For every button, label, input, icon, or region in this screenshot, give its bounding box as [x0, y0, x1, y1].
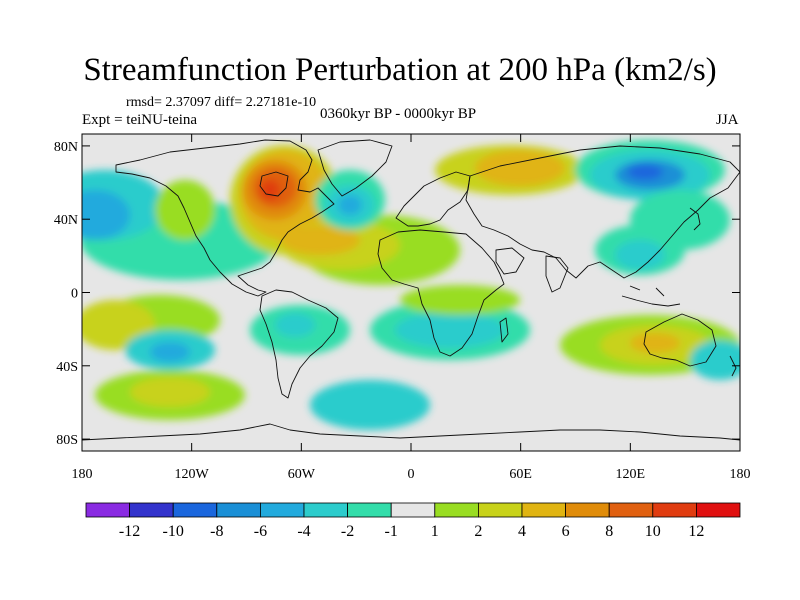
colorbar-label: -6 — [254, 523, 267, 540]
field-contour-region — [280, 225, 360, 255]
map-axis-ticks — [81, 134, 741, 451]
field-contour-region — [275, 313, 315, 337]
colorbar-label: 12 — [688, 523, 704, 540]
streamfunction-field — [82, 140, 740, 430]
colorbar-swatch — [85, 502, 130, 518]
coast-south-america — [259, 289, 339, 399]
coast-australia — [643, 313, 717, 367]
colorbar-swatch — [477, 502, 523, 518]
field-contour-region — [395, 312, 505, 348]
field-contour-region — [615, 240, 665, 270]
colorbar-label: 1 — [431, 523, 439, 540]
lat-tick-label: 0 — [71, 287, 78, 302]
colorbar-label: -2 — [341, 523, 354, 540]
lat-tick-label: 80S — [56, 433, 78, 448]
coast-india — [545, 255, 569, 293]
coast-hudson-bay — [259, 171, 289, 197]
plot-title: Streamfunction Perturbation at 200 hPa (… — [83, 52, 717, 88]
colorbar-label: -8 — [210, 523, 223, 540]
colorbar-label: -10 — [163, 523, 184, 540]
coastlines — [82, 139, 740, 441]
lon-tick-label: 60E — [509, 467, 532, 482]
coast-arabia — [495, 247, 525, 275]
field-contour-region — [130, 377, 210, 407]
field-contour-region — [338, 195, 362, 215]
coast-indonesia — [621, 285, 681, 307]
field-contour-region — [82, 190, 130, 240]
field-contour-region — [260, 180, 280, 200]
coast-north-america — [115, 139, 335, 297]
field-contour-region — [690, 340, 740, 380]
colorbar-swatch — [521, 502, 566, 518]
coast-africa — [377, 229, 505, 357]
coast-japan — [689, 207, 701, 231]
colorbar-swatch — [347, 502, 392, 518]
coast-asia — [465, 145, 740, 279]
field-contour-region — [150, 342, 190, 362]
map-plot-area — [82, 134, 740, 451]
lon-tick-label: 120E — [616, 467, 646, 482]
colorbar-swatch — [390, 502, 436, 518]
stats-text: rmsd= 2.37097 diff= 2.27181e-10 — [126, 95, 317, 110]
colorbar-swatch — [652, 502, 697, 518]
lon-tick-label: 120W — [175, 467, 210, 482]
colorbar-swatch — [696, 502, 741, 518]
coast-madagascar — [499, 317, 509, 343]
colorbar-label: -12 — [119, 523, 140, 540]
coast-greenland — [317, 139, 393, 197]
map-axis-labels: 80N 40N 0 40S 80S 180 120W 60W 0 60E 120E 180 — [54, 140, 751, 482]
coast-antarctica — [82, 423, 740, 441]
field-contour-region — [310, 380, 430, 430]
colorbar-label: 8 — [605, 523, 613, 540]
lat-tick-label: 40N — [54, 213, 78, 228]
field-contour-region — [630, 333, 680, 353]
colorbar-label: 4 — [518, 523, 526, 540]
colorbar-swatch — [303, 502, 348, 518]
colorbar-swatch — [565, 502, 610, 518]
colorbar-swatch — [434, 502, 479, 518]
period-label: 0360kyr BP - 0000kyr BP — [320, 106, 477, 122]
lon-tick-label: 180 — [72, 467, 93, 482]
colorbar-swatch — [172, 502, 218, 518]
colorbar-label: 2 — [474, 523, 482, 540]
colorbar-swatch — [129, 502, 174, 518]
colorbar-label: -4 — [297, 523, 310, 540]
experiment-label: Expt = teiNU-teina — [82, 112, 198, 128]
colorbar-label: 6 — [562, 523, 570, 540]
field-contour-region — [400, 285, 520, 315]
colorbar-label: -1 — [385, 523, 398, 540]
colorbar-swatch — [259, 502, 305, 518]
lon-tick-label: 0 — [408, 467, 415, 482]
colorbar-swatch — [608, 502, 654, 518]
field-contour-region — [627, 164, 663, 180]
season-label: JJA — [716, 112, 739, 128]
colorbar: -12 -10 -8 -6 -4 -2 -1 1 2 4 6 8 10 12 — [85, 502, 741, 540]
colorbar-swatch — [216, 502, 261, 518]
lon-tick-label: 180 — [730, 467, 751, 482]
coast-new-zealand — [729, 355, 737, 377]
lat-tick-label: 80N — [54, 140, 78, 155]
colorbar-label: 10 — [645, 523, 661, 540]
field-contour-region — [475, 150, 565, 186]
lat-tick-label: 40S — [56, 360, 78, 375]
lon-tick-label: 60W — [288, 467, 316, 482]
